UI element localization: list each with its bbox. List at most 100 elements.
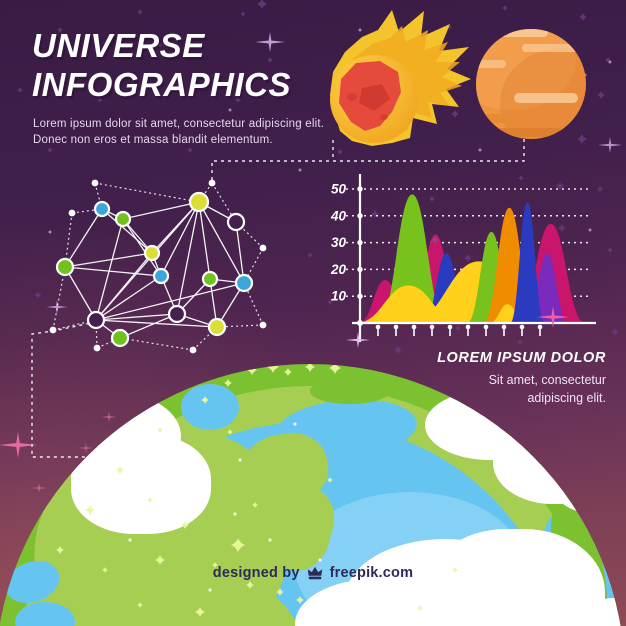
bg-star xyxy=(429,196,435,202)
constellation-node-g4 xyxy=(110,328,130,348)
earth-sparkle xyxy=(137,602,143,608)
earth-sparkle xyxy=(227,429,233,435)
earth-sparkle xyxy=(212,562,218,568)
earth-sparkle-dot xyxy=(128,538,132,542)
bg-star-dot xyxy=(228,108,232,112)
bg-star xyxy=(297,119,303,125)
bg-sparkle xyxy=(0,432,38,458)
constellation-dot-d3 xyxy=(68,209,76,217)
bg-star xyxy=(57,27,63,33)
earth-sparkle xyxy=(231,538,245,552)
chart-ytick-label: 20 xyxy=(330,262,347,277)
earth-sparkle-dot xyxy=(238,458,242,462)
earth-sparkle xyxy=(201,396,209,404)
earth-sparkle-dot xyxy=(83,473,87,477)
cloud xyxy=(551,452,625,514)
bg-star xyxy=(518,175,524,181)
bg-star xyxy=(394,346,402,354)
bg-star xyxy=(235,97,241,103)
earth-sparkle-dot xyxy=(233,512,237,516)
earth-sparkle-dot xyxy=(268,538,272,542)
constellation-node-g3 xyxy=(201,270,219,288)
bg-star xyxy=(371,210,379,218)
connector-lines xyxy=(31,137,525,458)
bg-star xyxy=(240,11,246,17)
bg-star xyxy=(455,325,461,331)
cloud xyxy=(71,434,211,534)
subtitle-line-1: Lorem ipsum dolor sit amet, consectetur … xyxy=(33,118,325,130)
earth-sparkle-dot xyxy=(208,588,212,592)
bg-star xyxy=(157,42,163,48)
designed-by-label: designed by xyxy=(212,565,300,581)
landmass-dark xyxy=(310,378,390,404)
bg-star xyxy=(502,5,508,11)
bg-star xyxy=(187,147,193,153)
earth-sparkle xyxy=(276,588,284,596)
constellation-dot-d2 xyxy=(208,179,216,187)
earth-sparkle xyxy=(85,505,95,515)
connector-comet-planet xyxy=(211,137,525,180)
bg-star-dot xyxy=(298,168,302,172)
bg-star-dot xyxy=(358,28,362,32)
constellation-dot-d8 xyxy=(259,321,267,329)
constellation-dot-d4 xyxy=(259,244,267,252)
bg-star-dot xyxy=(478,148,482,152)
title-line-2: INFOGRAPHICS xyxy=(32,66,292,103)
earth-sparkle-dot xyxy=(318,558,322,562)
earth-sparkle xyxy=(246,581,254,589)
bg-star xyxy=(597,91,605,99)
chart-ytick-label: 50 xyxy=(331,182,347,197)
earth-sparkle xyxy=(56,546,64,554)
bg-star xyxy=(517,339,523,345)
earth-sparkle xyxy=(305,364,315,372)
bg-star xyxy=(307,252,313,258)
chart-ytick-label: 40 xyxy=(330,208,347,223)
ocean-inlet xyxy=(181,384,239,430)
earth-sparkle xyxy=(116,466,124,474)
earth-sparkle-dot xyxy=(293,422,297,426)
earth-sparkle xyxy=(181,521,189,529)
constellation-node-y3 xyxy=(207,317,227,337)
cloud xyxy=(325,594,585,626)
earth-sparkle xyxy=(252,502,258,508)
earth-sparkle xyxy=(329,364,341,374)
chart-ytick-label: 30 xyxy=(331,235,347,250)
bg-sparkle xyxy=(255,32,285,52)
earth-sparkle xyxy=(284,368,292,376)
bg-star xyxy=(257,0,267,9)
brand-label: freepik.com xyxy=(329,565,414,581)
earth-sparkles xyxy=(56,364,458,617)
bg-star xyxy=(327,299,333,305)
planet-stripe-dark xyxy=(478,114,532,123)
bg-star-dot xyxy=(608,60,612,64)
constellation-node-b3 xyxy=(234,273,254,293)
earth-sparkle xyxy=(417,605,423,611)
comet-rock-spot xyxy=(347,93,357,101)
planet-stripes xyxy=(476,29,582,103)
bg-sparkle xyxy=(598,137,622,153)
subtitle-line-2: Donec non eros et massa blandit elementu… xyxy=(33,134,273,146)
bg-star xyxy=(47,147,53,153)
constellation-node-r2 xyxy=(86,310,106,330)
earth-sparkle xyxy=(157,427,163,433)
earth-sparkle xyxy=(147,497,153,503)
bg-star xyxy=(446,24,452,30)
callout-line-1: Sit amet, consectetur xyxy=(488,373,606,387)
bg-star xyxy=(34,291,42,299)
bg-star xyxy=(137,9,143,15)
earth-sparkle xyxy=(155,555,165,565)
chart-area-green-1 xyxy=(378,194,447,323)
bg-star-dot xyxy=(158,78,162,82)
constellation-node-r3 xyxy=(167,304,187,324)
bg-star xyxy=(451,110,459,118)
bg-star xyxy=(558,224,566,232)
chart-area-blue-2 xyxy=(510,202,545,323)
bg-star-dot xyxy=(48,230,52,234)
constellation-dot-d7 xyxy=(189,346,197,354)
bg-sparkle xyxy=(31,483,47,493)
title-line-1: UNIVERSE xyxy=(32,27,205,64)
bg-star xyxy=(577,134,587,144)
